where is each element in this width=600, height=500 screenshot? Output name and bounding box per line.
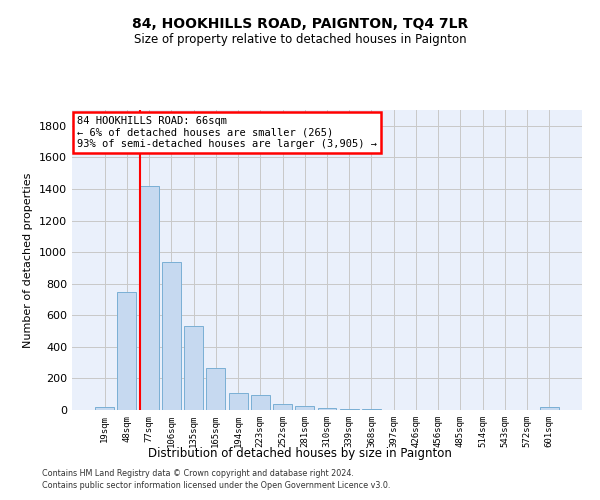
Bar <box>184 326 203 410</box>
Bar <box>251 396 270 410</box>
Text: Contains public sector information licensed under the Open Government Licence v3: Contains public sector information licen… <box>42 481 391 490</box>
Bar <box>95 406 114 410</box>
Bar <box>273 404 292 410</box>
Bar <box>540 407 559 410</box>
Bar <box>340 408 359 410</box>
Text: Size of property relative to detached houses in Paignton: Size of property relative to detached ho… <box>134 32 466 46</box>
Text: 84, HOOKHILLS ROAD, PAIGNTON, TQ4 7LR: 84, HOOKHILLS ROAD, PAIGNTON, TQ4 7LR <box>132 18 468 32</box>
Bar <box>206 368 225 410</box>
Y-axis label: Number of detached properties: Number of detached properties <box>23 172 34 348</box>
Text: 84 HOOKHILLS ROAD: 66sqm
← 6% of detached houses are smaller (265)
93% of semi-d: 84 HOOKHILLS ROAD: 66sqm ← 6% of detache… <box>77 116 377 149</box>
Bar <box>362 409 381 410</box>
Bar <box>295 406 314 410</box>
Bar <box>229 394 248 410</box>
Text: Distribution of detached houses by size in Paignton: Distribution of detached houses by size … <box>148 448 452 460</box>
Bar <box>118 292 136 410</box>
Bar <box>140 186 158 410</box>
Text: Contains HM Land Registry data © Crown copyright and database right 2024.: Contains HM Land Registry data © Crown c… <box>42 468 354 477</box>
Bar <box>162 262 181 410</box>
Bar <box>317 408 337 410</box>
